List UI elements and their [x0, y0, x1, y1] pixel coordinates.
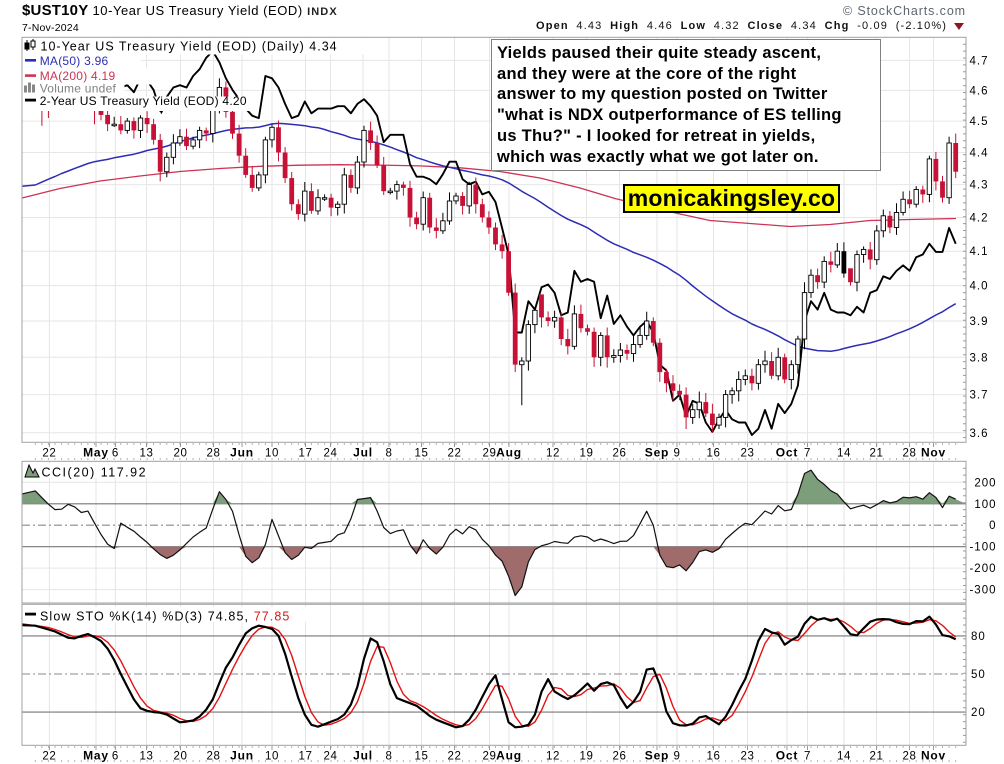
svg-text:21: 21 — [870, 751, 884, 763]
svg-text:4.0: 4.0 — [970, 281, 989, 293]
svg-text:Aug: Aug — [496, 749, 522, 763]
svg-text:Jun: Jun — [230, 749, 254, 763]
svg-text:CCI(20) 117.92: CCI(20) 117.92 — [42, 466, 148, 480]
svg-text:-100: -100 — [969, 542, 996, 554]
svg-text:Volume undef: Volume undef — [40, 81, 117, 95]
svg-text:-300: -300 — [969, 585, 996, 597]
svg-text:4.5: 4.5 — [970, 116, 989, 128]
svg-text:17: 17 — [299, 448, 313, 460]
svg-text:20: 20 — [174, 448, 188, 460]
svg-text:4.7: 4.7 — [970, 55, 989, 67]
svg-text:Nov: Nov — [921, 446, 946, 460]
svg-text:2-Year US Treasury Yield (EOD): 2-Year US Treasury Yield (EOD) 4.20 — [40, 94, 247, 108]
svg-text:19: 19 — [580, 751, 594, 763]
svg-text:-200: -200 — [969, 563, 996, 575]
svg-text:7: 7 — [804, 448, 811, 460]
svg-text:Nov: Nov — [921, 749, 946, 763]
svg-text:MA(200) 4.19: MA(200) 4.19 — [40, 69, 116, 83]
svg-text:13: 13 — [140, 751, 154, 763]
svg-text:8: 8 — [386, 751, 393, 763]
svg-text:Aug: Aug — [496, 446, 522, 460]
svg-text:10: 10 — [265, 448, 279, 460]
svg-text:Sep: Sep — [645, 446, 669, 460]
svg-text:22: 22 — [448, 448, 462, 460]
svg-text:23: 23 — [741, 448, 755, 460]
svg-text:May: May — [83, 749, 109, 763]
svg-text:Jul: Jul — [353, 749, 373, 763]
svg-text:3.8: 3.8 — [970, 352, 989, 364]
svg-text:23: 23 — [741, 751, 755, 763]
svg-text:17: 17 — [299, 751, 313, 763]
svg-text:4.4: 4.4 — [970, 148, 989, 160]
svg-text:24: 24 — [324, 448, 338, 460]
svg-text:May: May — [83, 446, 109, 460]
svg-text:19: 19 — [580, 448, 594, 460]
svg-text:22: 22 — [42, 751, 56, 763]
svg-text:15: 15 — [415, 751, 429, 763]
svg-text:28: 28 — [207, 751, 221, 763]
svg-text:100: 100 — [974, 499, 996, 511]
svg-text:3.9: 3.9 — [970, 316, 989, 328]
svg-text:10: 10 — [265, 751, 279, 763]
svg-text:9: 9 — [674, 751, 681, 763]
svg-text:0: 0 — [989, 520, 996, 532]
svg-text:4.1: 4.1 — [970, 246, 989, 258]
svg-text:10-Year US Treasury Yield (EOD: 10-Year US Treasury Yield (EOD) (Daily) … — [41, 40, 338, 54]
svg-text:6: 6 — [112, 751, 119, 763]
svg-text:4.2: 4.2 — [970, 213, 989, 225]
svg-text:14: 14 — [837, 448, 851, 460]
svg-text:12: 12 — [546, 448, 560, 460]
svg-text:Oct: Oct — [776, 749, 798, 763]
svg-text:28: 28 — [903, 448, 917, 460]
svg-text:20: 20 — [174, 751, 188, 763]
svg-text:8: 8 — [386, 448, 393, 460]
svg-text:28: 28 — [207, 448, 221, 460]
svg-text:Sep: Sep — [645, 749, 669, 763]
svg-text:20: 20 — [971, 707, 986, 719]
svg-text:3.6: 3.6 — [970, 428, 989, 440]
svg-text:29: 29 — [483, 448, 497, 460]
svg-text:4.3: 4.3 — [970, 180, 989, 192]
svg-text:22: 22 — [448, 751, 462, 763]
svg-text:24: 24 — [324, 751, 338, 763]
svg-text:200: 200 — [974, 477, 996, 489]
svg-text:12: 12 — [546, 751, 560, 763]
svg-text:7: 7 — [804, 751, 811, 763]
svg-text:4.6: 4.6 — [970, 85, 989, 97]
svg-text:29: 29 — [483, 751, 497, 763]
svg-text:MA(50) 3.96: MA(50) 3.96 — [40, 54, 109, 68]
svg-text:15: 15 — [415, 448, 429, 460]
svg-text:21: 21 — [870, 448, 884, 460]
svg-text:26: 26 — [613, 751, 627, 763]
svg-text:28: 28 — [903, 751, 917, 763]
svg-text:16: 16 — [707, 751, 721, 763]
svg-text:9: 9 — [674, 448, 681, 460]
svg-text:16: 16 — [707, 448, 721, 460]
svg-text:Jun: Jun — [230, 446, 254, 460]
svg-text:6: 6 — [112, 448, 119, 460]
svg-text:22: 22 — [42, 448, 56, 460]
svg-text:13: 13 — [140, 448, 154, 460]
svg-text:80: 80 — [971, 631, 986, 643]
svg-text:14: 14 — [837, 751, 851, 763]
svg-text:Jul: Jul — [353, 446, 373, 460]
svg-text:Slow STO %K(14) %D(3) 74.85, 7: Slow STO %K(14) %D(3) 74.85, 77.85 — [40, 610, 290, 624]
svg-text:3.7: 3.7 — [970, 390, 989, 402]
svg-text:50: 50 — [971, 669, 986, 681]
svg-text:Oct: Oct — [776, 446, 798, 460]
svg-text:26: 26 — [613, 448, 627, 460]
